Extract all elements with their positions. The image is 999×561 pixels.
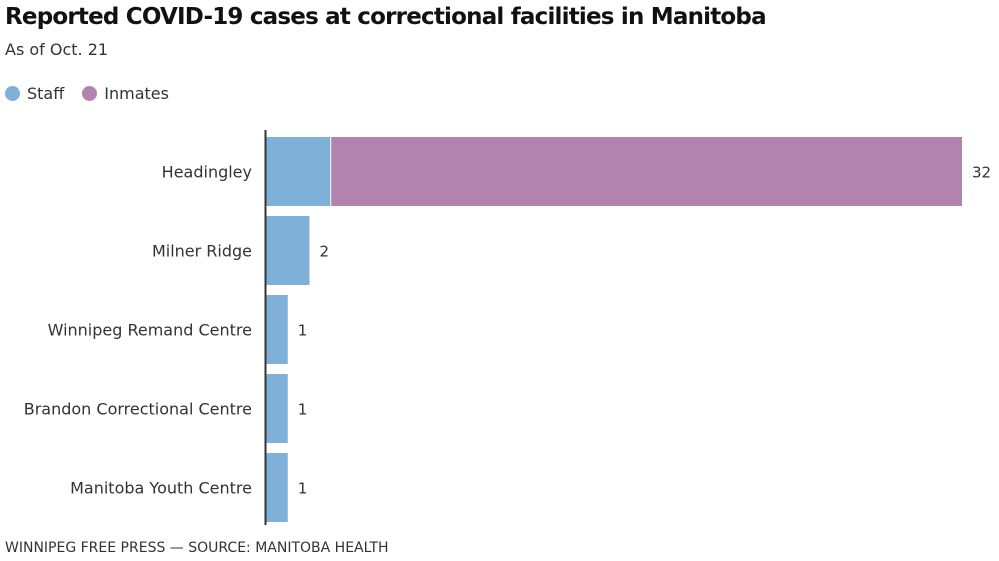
category-label: Brandon Correctional Centre (24, 400, 252, 419)
bar-staff-2 (266, 295, 288, 364)
legend-swatch-inmates (82, 86, 98, 101)
category-label: Manitoba Youth Centre (70, 479, 252, 498)
chart-subtitle: As of Oct. 21 (5, 40, 109, 59)
value-label: 1 (298, 322, 308, 340)
legend-item-staff: Staff (5, 84, 64, 103)
legend-label-inmates: Inmates (104, 84, 169, 103)
value-label: 32 (972, 164, 991, 182)
source-footer: WINNIPEG FREE PRESS — SOURCE: MANITOBA H… (5, 540, 389, 556)
value-label: 1 (298, 480, 308, 498)
legend-label-staff: Staff (27, 84, 65, 103)
bar-staff-3 (266, 374, 288, 443)
value-label: 2 (320, 243, 330, 261)
bar-inmates-0 (331, 137, 962, 206)
bar-staff-4 (266, 453, 288, 522)
chart-title: Reported COVID-19 cases at correctional … (5, 4, 767, 30)
category-label: Milner Ridge (152, 242, 252, 261)
legend-swatch-staff (5, 86, 20, 101)
legend-item-inmates: Inmates (82, 84, 169, 103)
bar-staff-1 (266, 216, 310, 285)
bar-staff-0 (266, 137, 331, 206)
value-label: 1 (298, 401, 308, 419)
category-label: Winnipeg Remand Centre (48, 321, 252, 340)
category-label: Headingley (162, 163, 252, 182)
legend: Staff Inmates (5, 84, 187, 103)
